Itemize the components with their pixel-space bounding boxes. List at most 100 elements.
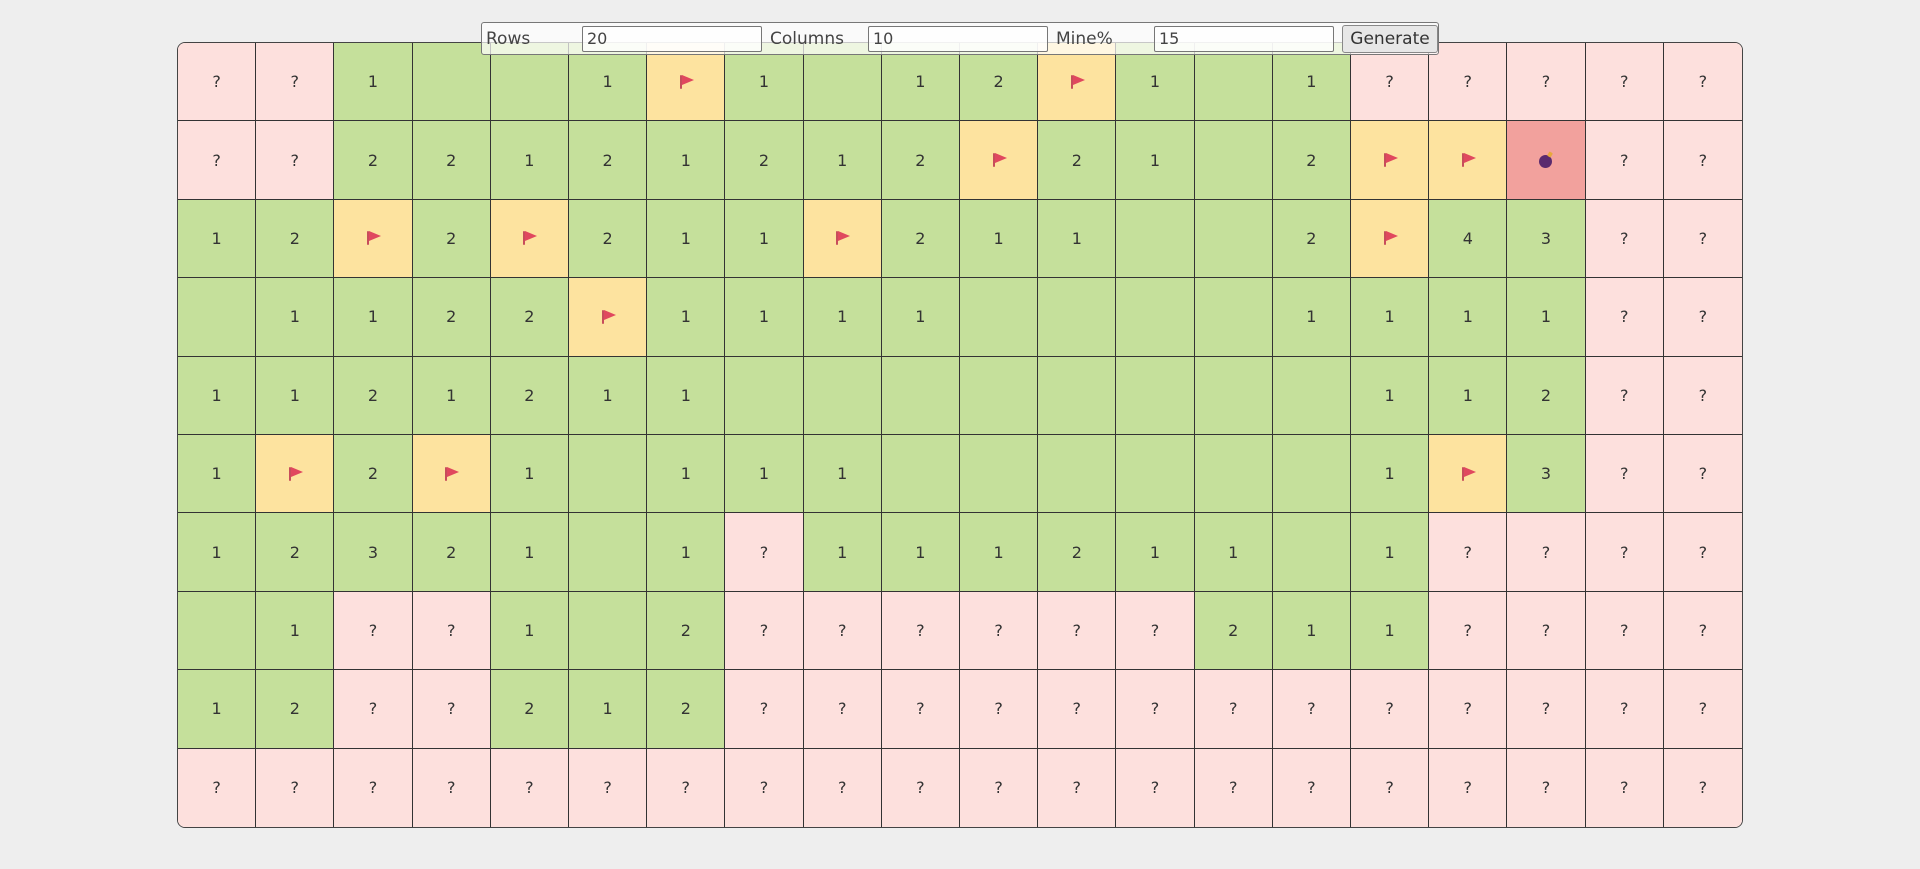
revealed-cell[interactable]: 2 bbox=[1507, 356, 1586, 435]
hidden-cell[interactable]: ? bbox=[1429, 670, 1508, 749]
hidden-cell[interactable]: ? bbox=[490, 748, 569, 827]
flagged-cell[interactable] bbox=[1038, 43, 1117, 122]
revealed-cell[interactable]: 2 bbox=[412, 199, 491, 279]
hidden-cell[interactable]: ? bbox=[1350, 670, 1430, 749]
hidden-cell[interactable]: ? bbox=[1585, 513, 1664, 592]
revealed-cell[interactable]: 2 bbox=[1194, 591, 1273, 671]
hidden-cell[interactable]: ? bbox=[1663, 43, 1742, 122]
hidden-cell[interactable]: ? bbox=[1585, 278, 1664, 357]
revealed-cell[interactable]: 2 bbox=[490, 356, 569, 435]
flagged-cell[interactable] bbox=[256, 435, 335, 514]
generate-button[interactable]: Generate bbox=[1342, 24, 1438, 53]
revealed-cell[interactable] bbox=[1194, 43, 1273, 122]
revealed-cell[interactable] bbox=[412, 43, 491, 122]
hidden-cell[interactable]: ? bbox=[256, 748, 335, 827]
hidden-cell[interactable]: ? bbox=[334, 670, 413, 749]
revealed-cell[interactable]: 2 bbox=[647, 591, 726, 671]
revealed-cell[interactable]: 1 bbox=[568, 43, 648, 122]
flagged-cell[interactable] bbox=[1350, 121, 1430, 200]
revealed-cell[interactable] bbox=[881, 356, 960, 435]
revealed-cell[interactable]: 1 bbox=[959, 199, 1039, 279]
hidden-cell[interactable]: ? bbox=[1585, 43, 1664, 122]
hidden-cell[interactable]: ? bbox=[1585, 591, 1664, 671]
revealed-cell[interactable] bbox=[959, 356, 1039, 435]
revealed-cell[interactable]: 1 bbox=[1116, 121, 1195, 200]
hidden-cell[interactable]: ? bbox=[412, 591, 491, 671]
hidden-cell[interactable]: ? bbox=[1038, 748, 1117, 827]
hidden-cell[interactable]: ? bbox=[1585, 670, 1664, 749]
revealed-cell[interactable]: 1 bbox=[1038, 199, 1117, 279]
hidden-cell[interactable]: ? bbox=[1663, 513, 1742, 592]
revealed-cell[interactable]: 2 bbox=[412, 121, 491, 200]
revealed-cell[interactable]: 1 bbox=[725, 43, 804, 122]
rows-input[interactable] bbox=[582, 25, 762, 52]
hidden-cell[interactable]: ? bbox=[1507, 513, 1586, 592]
revealed-cell[interactable]: 1 bbox=[1272, 43, 1351, 122]
hidden-cell[interactable]: ? bbox=[1350, 748, 1430, 827]
revealed-cell[interactable]: 2 bbox=[1272, 121, 1351, 200]
revealed-cell[interactable]: 2 bbox=[412, 513, 491, 592]
revealed-cell[interactable] bbox=[1194, 121, 1273, 200]
revealed-cell[interactable]: 2 bbox=[334, 435, 413, 514]
revealed-cell[interactable]: 1 bbox=[803, 513, 882, 592]
revealed-cell[interactable] bbox=[1038, 356, 1117, 435]
flagged-cell[interactable] bbox=[1350, 199, 1430, 279]
revealed-cell[interactable]: 2 bbox=[334, 121, 413, 200]
hidden-cell[interactable]: ? bbox=[959, 591, 1039, 671]
hidden-cell[interactable]: ? bbox=[1663, 670, 1742, 749]
hidden-cell[interactable]: ? bbox=[1507, 670, 1586, 749]
revealed-cell[interactable]: 1 bbox=[1272, 591, 1351, 671]
revealed-cell[interactable]: 2 bbox=[490, 670, 569, 749]
revealed-cell[interactable] bbox=[1272, 513, 1351, 592]
revealed-cell[interactable]: 1 bbox=[725, 199, 804, 279]
revealed-cell[interactable]: 1 bbox=[1429, 278, 1508, 357]
revealed-cell[interactable] bbox=[803, 43, 882, 122]
revealed-cell[interactable] bbox=[568, 513, 648, 592]
flagged-cell[interactable] bbox=[1429, 121, 1508, 200]
mine-cell[interactable] bbox=[1507, 121, 1586, 200]
flagged-cell[interactable] bbox=[803, 199, 882, 279]
hidden-cell[interactable]: ? bbox=[881, 748, 960, 827]
revealed-cell[interactable]: 1 bbox=[178, 670, 257, 749]
revealed-cell[interactable] bbox=[1116, 199, 1195, 279]
hidden-cell[interactable]: ? bbox=[1663, 199, 1742, 279]
revealed-cell[interactable]: 1 bbox=[881, 513, 960, 592]
revealed-cell[interactable]: 1 bbox=[803, 121, 882, 200]
revealed-cell[interactable]: 1 bbox=[256, 356, 335, 435]
revealed-cell[interactable]: 1 bbox=[178, 435, 257, 514]
revealed-cell[interactable]: 1 bbox=[256, 278, 335, 357]
flagged-cell[interactable] bbox=[568, 278, 648, 357]
hidden-cell[interactable]: ? bbox=[1038, 591, 1117, 671]
revealed-cell[interactable] bbox=[178, 278, 257, 357]
hidden-cell[interactable]: ? bbox=[725, 748, 804, 827]
revealed-cell[interactable]: 2 bbox=[256, 199, 335, 279]
revealed-cell[interactable]: 1 bbox=[1272, 278, 1351, 357]
revealed-cell[interactable] bbox=[1194, 435, 1273, 514]
revealed-cell[interactable]: 2 bbox=[881, 121, 960, 200]
revealed-cell[interactable]: 1 bbox=[1350, 591, 1430, 671]
revealed-cell[interactable] bbox=[1116, 435, 1195, 514]
hidden-cell[interactable]: ? bbox=[647, 748, 726, 827]
revealed-cell[interactable] bbox=[1194, 199, 1273, 279]
hidden-cell[interactable]: ? bbox=[1116, 748, 1195, 827]
revealed-cell[interactable] bbox=[881, 435, 960, 514]
revealed-cell[interactable] bbox=[959, 435, 1039, 514]
revealed-cell[interactable]: 3 bbox=[1507, 199, 1586, 279]
flagged-cell[interactable] bbox=[412, 435, 491, 514]
flagged-cell[interactable] bbox=[647, 43, 726, 122]
revealed-cell[interactable]: 1 bbox=[412, 356, 491, 435]
hidden-cell[interactable]: ? bbox=[1585, 748, 1664, 827]
revealed-cell[interactable]: 1 bbox=[1350, 435, 1430, 514]
revealed-cell[interactable]: 1 bbox=[490, 435, 569, 514]
revealed-cell[interactable]: 3 bbox=[334, 513, 413, 592]
hidden-cell[interactable]: ? bbox=[881, 670, 960, 749]
hidden-cell[interactable]: ? bbox=[725, 513, 804, 592]
revealed-cell[interactable]: 2 bbox=[490, 278, 569, 357]
revealed-cell[interactable]: 1 bbox=[1350, 513, 1430, 592]
columns-input[interactable] bbox=[868, 25, 1048, 52]
hidden-cell[interactable]: ? bbox=[1507, 591, 1586, 671]
hidden-cell[interactable]: ? bbox=[1272, 748, 1351, 827]
hidden-cell[interactable]: ? bbox=[803, 591, 882, 671]
hidden-cell[interactable]: ? bbox=[1272, 670, 1351, 749]
hidden-cell[interactable]: ? bbox=[1429, 43, 1508, 122]
